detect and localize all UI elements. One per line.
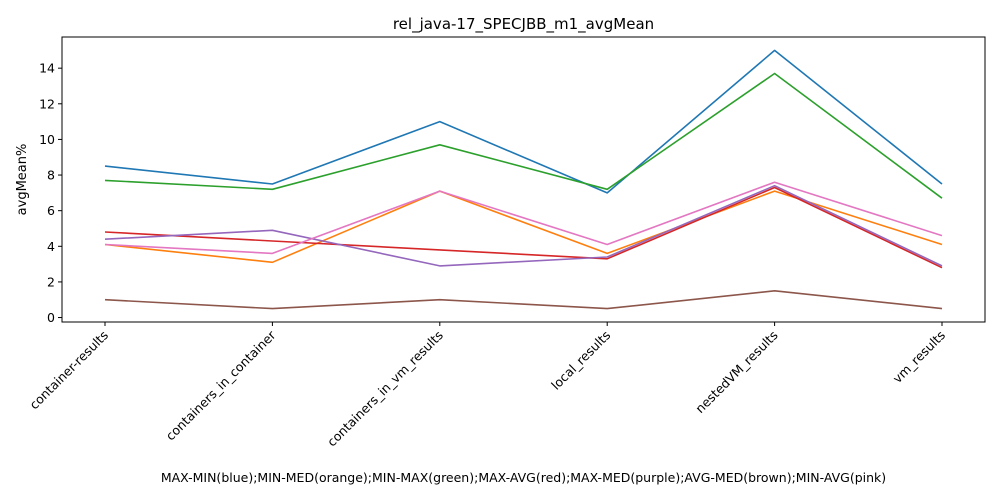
y-axis: 0 2 4 6 8 10 12 14 [39, 61, 62, 325]
x-tick-label: vm_results [890, 328, 948, 386]
y-tick-label: 0 [47, 310, 55, 325]
y-tick-label: 4 [47, 239, 55, 254]
plot-area [61, 36, 986, 323]
y-tick-label: 10 [39, 132, 55, 147]
series-layer [104, 49, 943, 310]
series-line-3 [104, 186, 943, 269]
y-tick-label: 14 [39, 61, 55, 76]
x-tick-label: container-results [26, 328, 111, 413]
series-line-5 [104, 289, 943, 310]
x-tick-label: containers_in_container [163, 327, 279, 443]
series-line-2 [104, 72, 943, 199]
y-tick-label: 8 [47, 168, 55, 183]
y-axis-label: avgMean% [15, 144, 30, 216]
x-axis: container-results containers_in_container… [26, 322, 948, 449]
y-tick-label: 2 [47, 274, 55, 289]
x-tick-label: local_results [548, 328, 613, 393]
x-axis-label: MAX-MIN(blue);MIN-MED(orange);MIN-MAX(gr… [161, 470, 886, 485]
series-line-0 [104, 49, 943, 194]
y-tick-label: 12 [39, 96, 55, 111]
chart-title: rel_java-17_SPECJBB_m1_avgMean [393, 15, 654, 34]
series-line-6 [104, 181, 943, 255]
series-line-4 [104, 184, 943, 267]
x-tick-label: nestedVM_results [692, 328, 780, 416]
x-tick-label: containers_in_vm_results [324, 328, 446, 450]
y-tick-label: 6 [47, 203, 55, 218]
